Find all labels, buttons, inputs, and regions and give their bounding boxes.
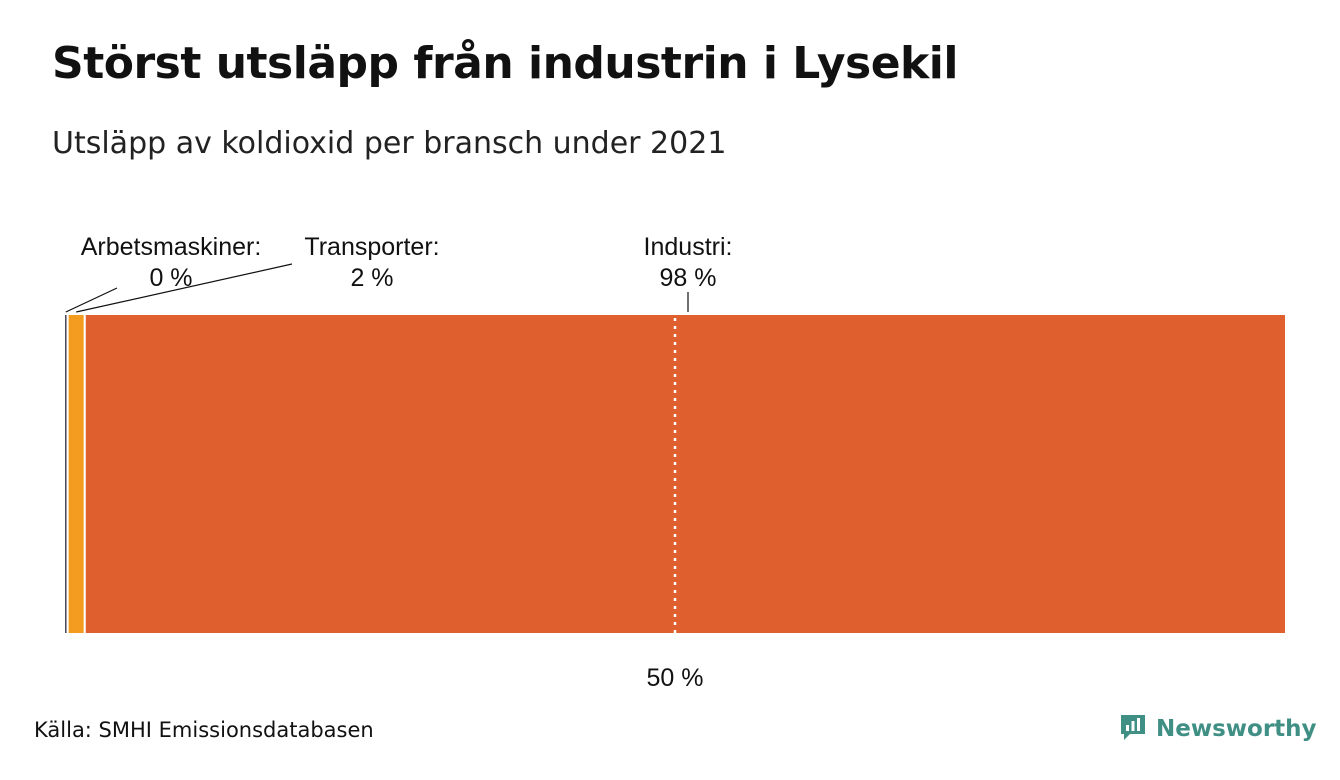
segment-value-transporter: 2 %	[350, 264, 393, 292]
bar-segment-industri	[83, 313, 1287, 635]
segment-label-arbetsmaskiner: Arbetsmaskiner:	[81, 233, 262, 261]
segment-label-industri: Industri:	[644, 233, 733, 261]
leader-line-transporter	[76, 263, 293, 313]
stacked-bar-chart: 50 %Arbetsmaskiner:0 %Transporter:2 %Ind…	[63, 233, 1287, 692]
brand-logo: Newsworthy	[1118, 712, 1317, 746]
reference-line-label: 50 %	[647, 664, 704, 692]
bar-segment-transporter	[66, 313, 86, 635]
leader-line-arbetsmaskiner	[65, 287, 118, 313]
segment-label-transporter: Transporter:	[304, 233, 439, 261]
chart-subtitle: Utsläpp av koldioxid per bransch under 2…	[52, 126, 727, 161]
newsworthy-logo-icon	[1118, 712, 1148, 746]
chart-title: Störst utsläpp från industrin i Lysekil	[52, 38, 958, 89]
source-note: Källa: SMHI Emissionsdatabasen	[34, 718, 374, 742]
segment-value-industri: 98 %	[660, 264, 717, 292]
brand-name: Newsworthy	[1156, 716, 1317, 742]
